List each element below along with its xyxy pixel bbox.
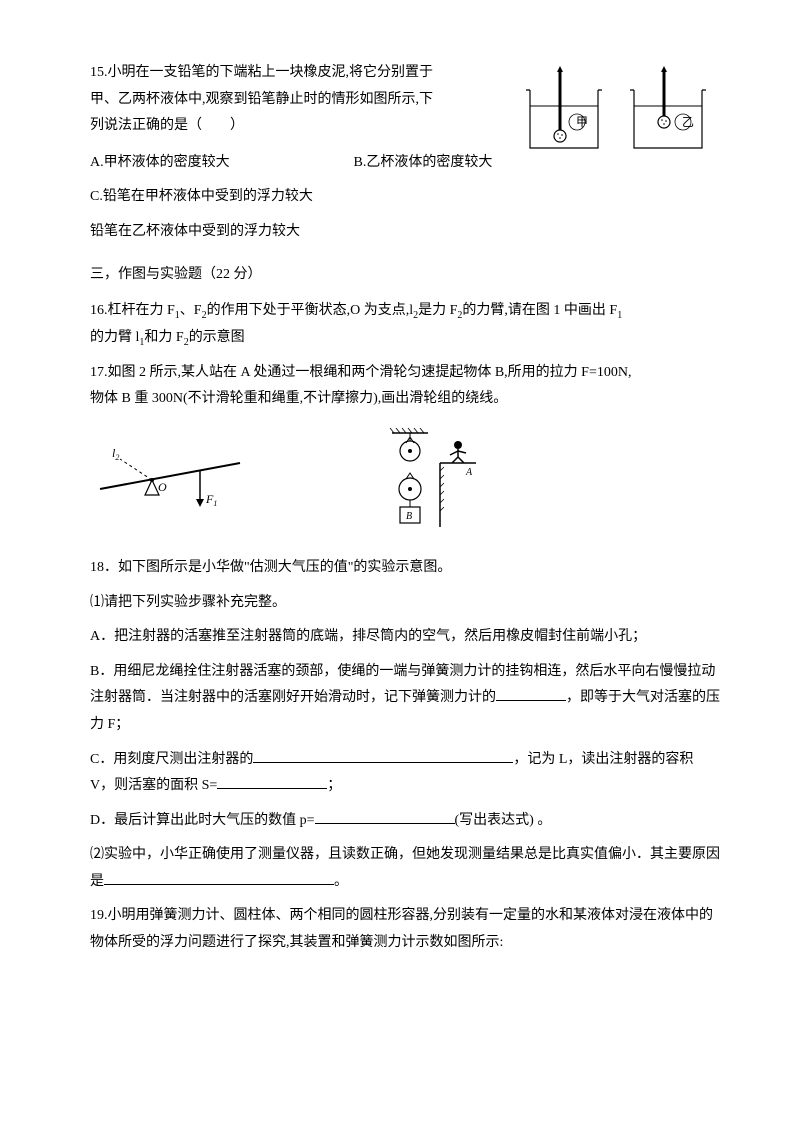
question-17: 17.如图 2 所示,某人站在 A 处通过一根绳和两个滑轮匀速提起物体 B,所用…: [90, 360, 720, 413]
beaker-left-icon: [526, 66, 602, 148]
q18-d-pre: D．最后计算出此时大气压的数值 p=: [90, 813, 315, 828]
q16-l2c: 的示意图: [189, 330, 245, 345]
q16-t4: 是力 F: [418, 303, 457, 318]
blank-p2: [104, 870, 334, 885]
q18-step-c: C．用刻度尺测出注射器的，记为 L，读出注射器的容积 V，则活塞的面积 S=；: [90, 747, 720, 800]
pulley-diagram-icon: B A: [370, 427, 480, 537]
q15-line2: 甲、乙两杯液体中,观察到铅笔静止时的情形如图所示,下: [90, 87, 480, 114]
q16-s5: 1: [617, 310, 622, 321]
question-18-title: 18．如下图所示是小华做"估测大气压的值"的实验示意图。: [90, 555, 720, 582]
question-19: 19.小明用弹簧测力计、圆柱体、两个相同的圆柱形容器,分别装有一定量的水和某液体…: [90, 903, 720, 956]
svg-text:l2: l2: [112, 447, 119, 462]
q18-c-end: ；: [327, 778, 341, 793]
q18-part2: ⑵实验中，小华正确使用了测量仪器，且读数正确，但她发现测量结果总是比真实值偏小．…: [90, 842, 720, 895]
q15-line3: 列说法正确的是（ ）: [90, 113, 480, 140]
pulley-A-label: A: [465, 467, 473, 478]
lever-F1sub: 1: [213, 499, 217, 508]
q16-t5: 的力臂,请在图 1 中画出 F: [462, 303, 617, 318]
blank-b: [496, 686, 566, 701]
question-15: 15.小明在一支铅笔的下端粘上一块橡皮泥,将它分别置于 甲、乙两杯液体中,观察到…: [90, 60, 720, 140]
q18-step-d: D．最后计算出此时大气压的数值 p= (写出表达式) 。: [90, 808, 720, 835]
diagram-row: O l2 F1 B: [90, 427, 720, 537]
q16-t3: 的作用下处于平衡状态,O 为支点,l: [207, 303, 414, 318]
question-16: 16.杠杆在力 F1、F2的作用下处于平衡状态,O 为支点,l2是力 F2的力臂…: [90, 298, 720, 352]
blank-c2: [217, 774, 327, 789]
section-3-title: 三，作图与实验题（22 分）: [90, 262, 720, 289]
blank-d: [315, 809, 455, 824]
q15-line1: 15.小明在一支铅笔的下端粘上一块橡皮泥,将它分别置于: [90, 60, 480, 87]
q18-p2-end: 。: [334, 874, 348, 889]
q18-step-intro: ⑴请把下列实验步骤补充完整。: [90, 590, 720, 617]
q18-step-b: B．用细尼龙绳拴住注射器活塞的颈部，使绳的一端与弹簧测力计的挂钩相连，然后水平向…: [90, 659, 720, 739]
lever-diagram-icon: O l2 F1: [90, 447, 250, 517]
beaker-left-label: 甲: [576, 115, 588, 129]
blank-c1: [253, 748, 513, 763]
q15-stem: 15.小明在一支铅笔的下端粘上一块橡皮泥,将它分别置于 甲、乙两杯液体中,观察到…: [90, 60, 480, 140]
beaker-right-label: 乙: [682, 115, 694, 129]
q16-t1: 16.杠杆在力 F: [90, 303, 175, 318]
lever-l2sub: 2: [115, 453, 119, 462]
beaker-right-icon: [630, 66, 706, 148]
q15-option-a: A.甲杯液体的密度较大: [90, 150, 350, 177]
q16-t2: 、F: [180, 303, 202, 318]
q15-option-b: B.乙杯液体的密度较大: [354, 150, 493, 177]
q15-figure: 甲 乙: [520, 60, 720, 160]
q18-step-a: A．把注射器的活塞推至注射器筒的底端，排尽筒内的空气，然后用橡皮帽封住前端小孔；: [90, 624, 720, 651]
svg-text:F1: F1: [205, 492, 217, 508]
q15-option-c: C.铅笔在甲杯液体中受到的浮力较大: [90, 184, 720, 211]
q15-option-d: 铅笔在乙杯液体中受到的浮力较大: [90, 219, 720, 246]
q18-c-pre: C．用刻度尺测出注射器的: [90, 752, 253, 767]
q16-l2a: 的力臂 l: [90, 330, 139, 345]
lever-O-label: O: [158, 480, 167, 494]
q18-d-end: (写出表达式) 。: [455, 813, 552, 828]
q16-l2b: 和力 F: [144, 330, 183, 345]
pulley-B-label: B: [406, 511, 412, 522]
q17-line1: 17.如图 2 所示,某人站在 A 处通过一根绳和两个滑轮匀速提起物体 B,所用…: [90, 360, 720, 387]
q17-line2: 物体 B 重 300N(不计滑轮重和绳重,不计摩擦力),画出滑轮组的绕线。: [90, 386, 720, 413]
